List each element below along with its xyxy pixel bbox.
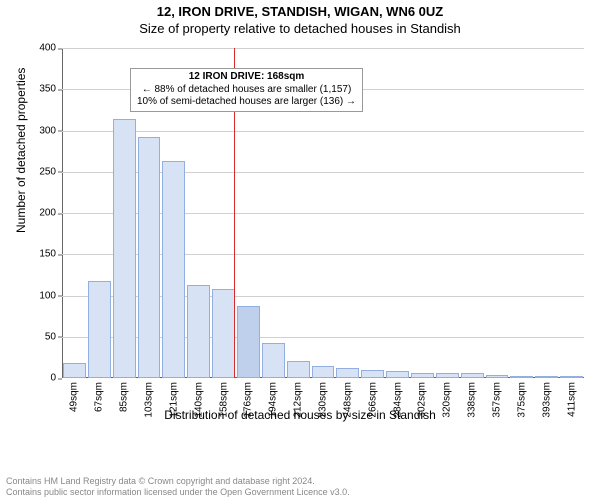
histogram-bar <box>212 289 235 378</box>
footer-attribution: Contains HM Land Registry data © Crown c… <box>6 476 594 499</box>
histogram-bar <box>262 343 285 378</box>
histogram-bar <box>336 368 359 378</box>
y-tick-label: 100 <box>39 290 62 301</box>
y-axis-label: Number of detached properties <box>14 68 28 233</box>
footer-line-1: Contains HM Land Registry data © Crown c… <box>6 476 594 487</box>
histogram-bar <box>386 371 409 378</box>
property-callout: 12 IRON DRIVE: 168sqm← 88% of detached h… <box>130 68 363 112</box>
callout-line-2: ← 88% of detached houses are smaller (1,… <box>137 84 356 97</box>
chart-container: Number of detached properties 0501001502… <box>0 40 600 440</box>
histogram-bar <box>361 370 384 378</box>
plot-area: 05010015020025030035040049sqm67sqm85sqm1… <box>62 48 584 378</box>
y-tick-label: 250 <box>39 166 62 177</box>
histogram-bar <box>63 363 86 378</box>
x-tick-label: 67sqm <box>94 378 105 412</box>
y-tick-label: 200 <box>39 208 62 219</box>
y-tick-label: 350 <box>39 84 62 95</box>
histogram-bar <box>162 161 185 378</box>
callout-line-1: 12 IRON DRIVE: 168sqm <box>137 71 356 84</box>
histogram-bar <box>88 281 111 378</box>
gridline <box>62 131 584 132</box>
histogram-bar <box>138 137 161 378</box>
page-title-desc: Size of property relative to detached ho… <box>0 19 600 36</box>
gridline <box>62 48 584 49</box>
x-axis-label: Distribution of detached houses by size … <box>0 408 600 422</box>
callout-line-3: 10% of semi-detached houses are larger (… <box>137 96 356 109</box>
y-tick-label: 50 <box>45 331 62 342</box>
x-tick-label: 49sqm <box>69 378 80 412</box>
histogram-bar <box>312 366 335 378</box>
histogram-bar <box>187 285 210 378</box>
page-title-address: 12, IRON DRIVE, STANDISH, WIGAN, WN6 0UZ <box>0 0 600 19</box>
histogram-bar <box>113 119 136 378</box>
histogram-bar <box>237 306 260 378</box>
y-tick-label: 150 <box>39 249 62 260</box>
y-tick-label: 0 <box>50 373 62 384</box>
x-tick-label: 85sqm <box>119 378 130 412</box>
histogram-bar <box>287 361 310 378</box>
y-tick-label: 300 <box>39 125 62 136</box>
y-tick-label: 400 <box>39 43 62 54</box>
footer-line-2: Contains public sector information licen… <box>6 487 594 498</box>
